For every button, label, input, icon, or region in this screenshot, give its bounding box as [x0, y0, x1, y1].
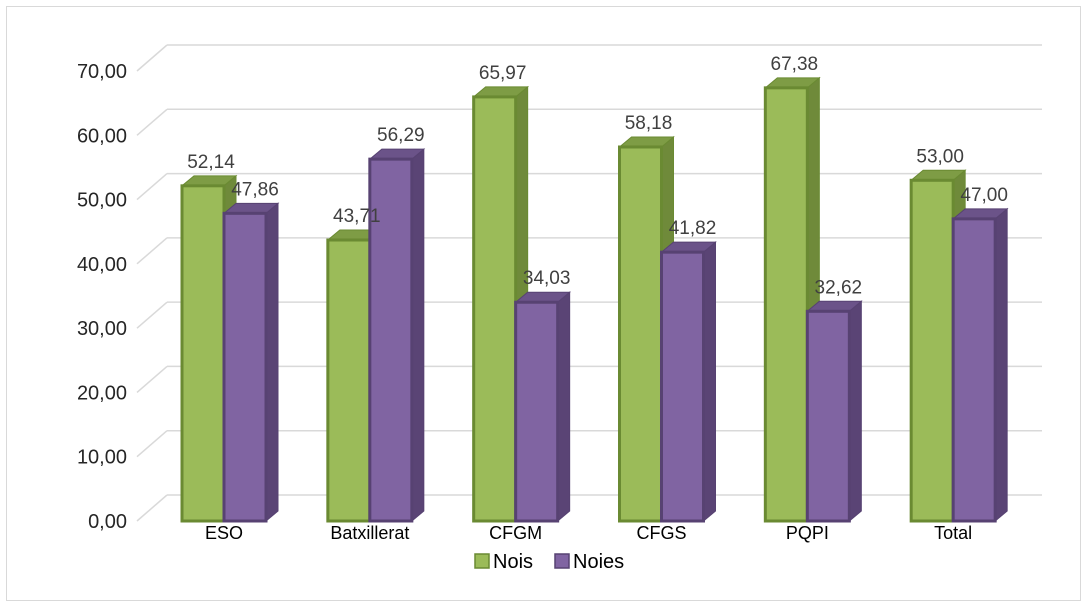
- x-axis-categories: ESO Batxillerat CFGM CFGS PQPI Total: [205, 523, 972, 543]
- bars: [180, 76, 1009, 523]
- x-category-label: Batxillerat: [330, 523, 409, 543]
- data-label: 41,82: [669, 218, 717, 239]
- y-tick-label: 70,00: [77, 61, 127, 83]
- gridline-depth: [136, 301, 168, 329]
- data-label: 47,86: [231, 179, 279, 200]
- bar-face: [618, 145, 663, 523]
- gridline-depth: [136, 494, 168, 522]
- bar-chart: 0,0010,0020,0030,0040,0050,0060,0070,00 …: [77, 44, 1042, 573]
- bar-face: [472, 95, 518, 523]
- bar-side: [848, 300, 862, 523]
- bar-face: [326, 238, 372, 523]
- data-label: 34,03: [523, 268, 571, 289]
- y-tick-label: 50,00: [77, 190, 127, 212]
- y-axis-ticks: 0,00 10,00 20,00 30,00 40,00 50,00 60,00 70,00: [77, 61, 127, 533]
- bar-face: [368, 157, 414, 523]
- data-label: 52,14: [187, 152, 235, 173]
- gridline-depth: [136, 44, 168, 72]
- gridline-depth: [136, 173, 168, 201]
- legend-swatch-nois: [474, 553, 490, 569]
- bar-face: [660, 250, 705, 523]
- data-label: 65,97: [479, 63, 527, 84]
- x-category-label: Total: [934, 523, 972, 543]
- x-category-label: CFGS: [636, 523, 686, 543]
- y-tick-label: 0,00: [88, 511, 127, 533]
- x-category-label: CFGM: [489, 523, 542, 543]
- bar-side: [557, 291, 571, 523]
- bar-side: [411, 148, 425, 523]
- y-tick-label: 10,00: [77, 447, 127, 469]
- bar-face: [222, 211, 268, 523]
- bar-side: [994, 207, 1008, 523]
- gridline-depth: [136, 237, 168, 265]
- bar: [368, 148, 426, 523]
- bar-face: [805, 309, 851, 523]
- gridlines: [136, 44, 1042, 522]
- data-label: 53,00: [916, 146, 964, 167]
- data-label: 47,00: [960, 185, 1008, 206]
- data-label: 58,18: [625, 113, 673, 134]
- bar-face: [514, 300, 560, 523]
- y-tick-label: 30,00: [77, 318, 127, 340]
- bar-face: [180, 184, 226, 523]
- legend-label-noies: Noies: [573, 551, 624, 573]
- bar: [514, 291, 572, 523]
- chart-frame: 0,00 10,00 20,00 30,00 40,00 50,00 60,00 70,00 …: [6, 6, 1081, 601]
- bar-face: [909, 178, 955, 523]
- gridline-depth: [136, 430, 168, 458]
- legend-swatch-noies: [554, 553, 570, 569]
- data-labels: 52,14 47,86 43,71 56,29 65,97 34,03 58,18 41,82…: [187, 54, 1008, 298]
- gridline-depth: [136, 108, 168, 136]
- data-label: 43,71: [333, 206, 381, 227]
- gridline-depth: [136, 365, 168, 393]
- data-label: 32,62: [815, 277, 863, 298]
- x-category-label: ESO: [205, 523, 243, 543]
- bar: [951, 207, 1009, 523]
- bar: [805, 300, 863, 523]
- y-tick-label: 60,00: [77, 125, 127, 147]
- y-tick-label: 20,00: [77, 382, 127, 404]
- x-category-label: PQPI: [786, 523, 829, 543]
- bar: [660, 241, 717, 523]
- bar-side: [703, 241, 716, 523]
- legend: Nois Noies: [474, 551, 624, 573]
- data-label: 56,29: [377, 125, 425, 146]
- bar-side: [265, 202, 279, 523]
- data-label: 67,38: [771, 54, 819, 75]
- legend-label-nois: Nois: [493, 551, 533, 573]
- y-tick-label: 40,00: [77, 254, 127, 276]
- bar: [222, 202, 280, 523]
- bar-face: [763, 86, 809, 523]
- bar-face: [951, 217, 997, 523]
